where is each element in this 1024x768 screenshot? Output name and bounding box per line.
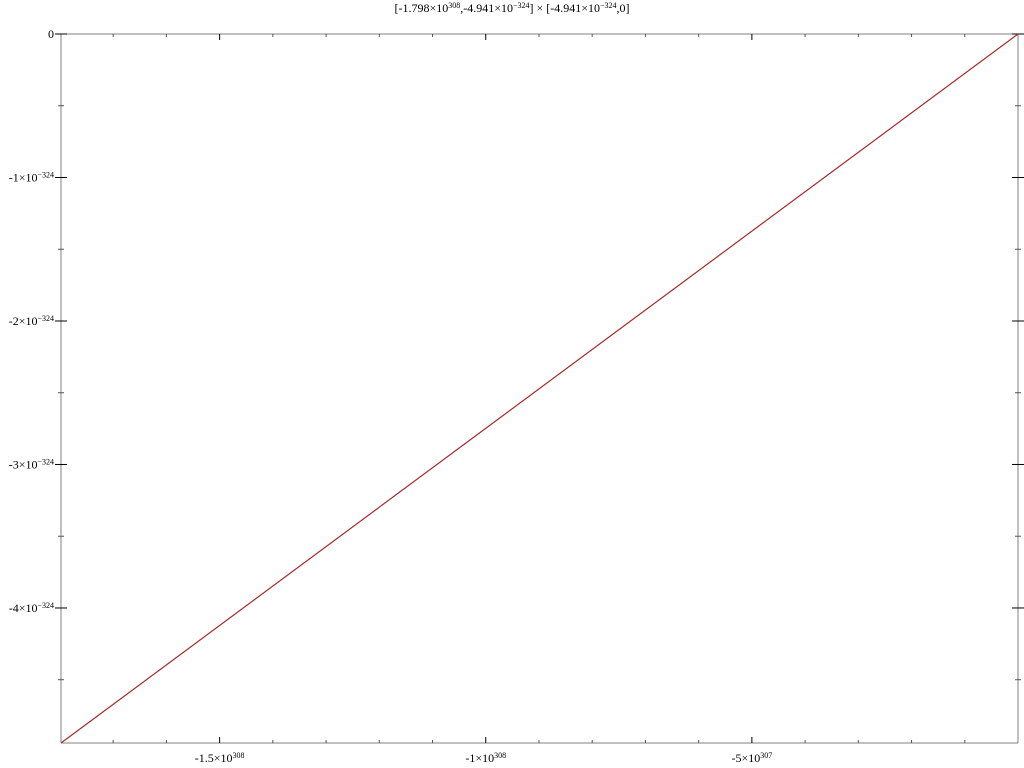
axis-ticks xyxy=(55,33,1024,743)
series-line-0 xyxy=(60,33,1019,744)
y-tick-label: 0 xyxy=(48,27,54,41)
tick-label-mantissa: -1×10 xyxy=(465,751,494,765)
tick-label-exponent: −324 xyxy=(37,601,54,610)
tick-label-exponent: −324 xyxy=(37,314,54,323)
tick-label-exponent: 308 xyxy=(232,751,244,760)
tick-label-mantissa: -2×10 xyxy=(9,314,38,328)
axis-tick-labels: -1.5×10308 -1×10308 -5×103070-1×10−324-2×1… xyxy=(9,27,773,765)
tick-label-mantissa: -5×10 xyxy=(731,751,760,765)
x-tick-label: -1×10308 xyxy=(465,751,506,765)
series-layer xyxy=(60,33,1019,744)
tick-label-mantissa: -3×10 xyxy=(9,457,38,471)
chart-title: [-1.798×10308,-4.941×10−324] × [-4.941×1… xyxy=(394,1,629,15)
tick-label-mantissa: -1.5×10 xyxy=(195,751,233,765)
y-tick-label: -3×10−324 xyxy=(9,457,54,471)
x-tick-label: -1.5×10308 xyxy=(195,751,245,765)
title-superscript: −324 xyxy=(513,1,530,10)
title-part: ] × [-4.941×10 xyxy=(530,1,601,15)
title-part: [-1.798×10 xyxy=(394,1,448,15)
title-superscript: 308 xyxy=(448,1,460,10)
tick-label-exponent: 307 xyxy=(760,751,772,760)
tick-label-exponent: 308 xyxy=(494,751,506,760)
title-part: ,0] xyxy=(617,1,630,15)
tick-label-mantissa: -1×10 xyxy=(9,170,38,184)
title-part: ,-4.941×10 xyxy=(460,1,513,15)
y-tick-label: -2×10−324 xyxy=(9,314,54,328)
y-tick-label: -4×10−324 xyxy=(9,601,54,615)
tick-label-exponent: −324 xyxy=(37,170,54,179)
tick-label-exponent: −324 xyxy=(37,457,54,466)
x-tick-label: -5×10307 xyxy=(731,751,772,765)
tick-label-mantissa: -4×10 xyxy=(9,601,38,615)
title-superscript: −324 xyxy=(600,1,617,10)
y-tick-label: -1×10−324 xyxy=(9,170,54,184)
tick-label-mantissa: 0 xyxy=(48,27,54,41)
